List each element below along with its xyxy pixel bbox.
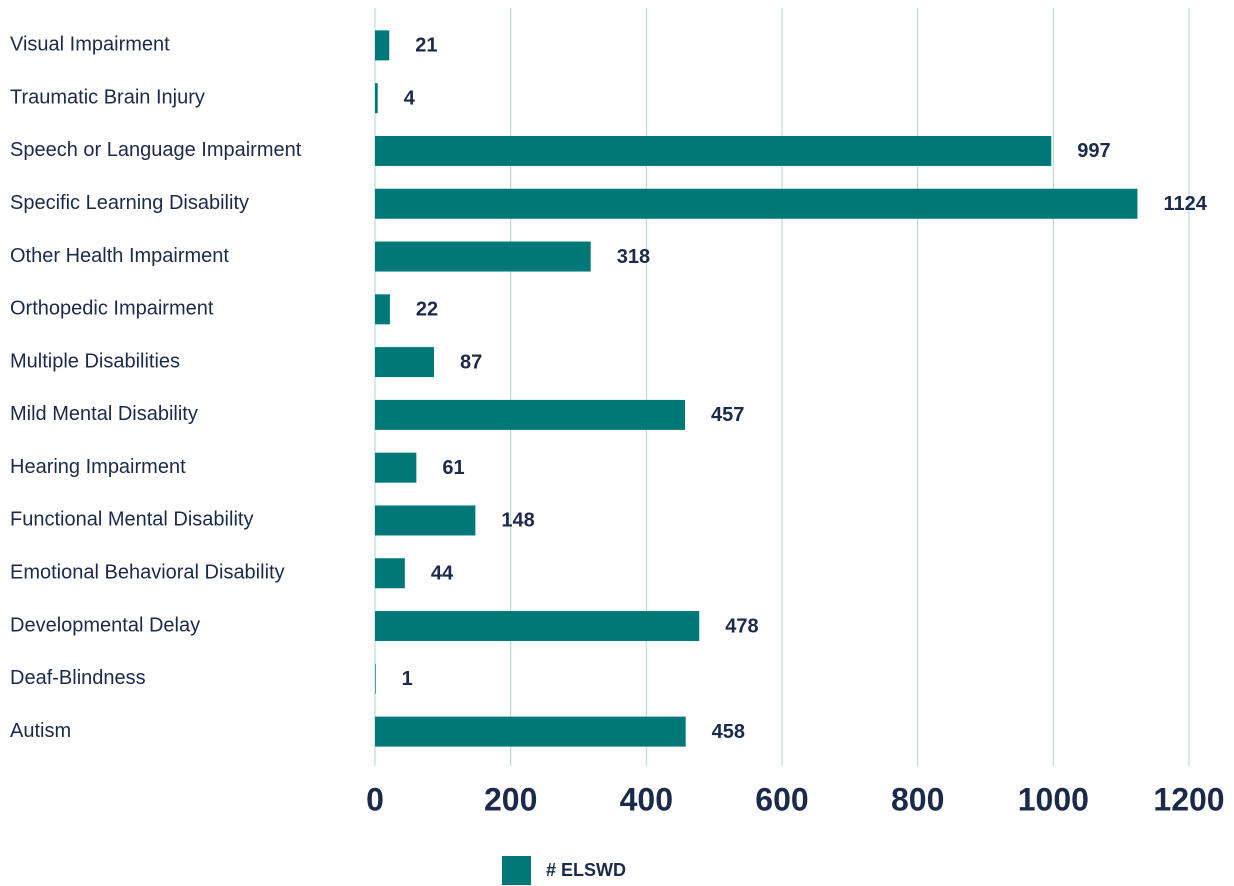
x-tick-label: 200	[484, 781, 537, 817]
value-label: 997	[1077, 140, 1110, 162]
bar	[375, 294, 390, 325]
value-label: 318	[617, 246, 650, 268]
value-label: 458	[712, 721, 745, 743]
bar	[375, 663, 376, 694]
value-label: 4	[404, 87, 416, 109]
y-tick-label: Orthopedic Impairment	[10, 298, 214, 320]
bar	[375, 452, 417, 483]
y-tick-label: Deaf-Blindness	[10, 667, 146, 689]
bar	[375, 399, 685, 430]
y-tick-label: Multiple Disabilities	[10, 350, 180, 372]
x-tick-label: 0	[366, 781, 384, 817]
bar	[375, 241, 591, 272]
x-tick-label: 400	[620, 781, 673, 817]
bar	[375, 347, 435, 378]
value-label: 21	[415, 35, 437, 57]
x-tick-label: 600	[755, 781, 808, 817]
bar	[375, 188, 1138, 219]
value-label: 1124	[1163, 193, 1207, 215]
y-tick-label: Visual Impairment	[10, 34, 170, 56]
value-label: 478	[725, 615, 758, 637]
y-tick-label: Autism	[10, 720, 71, 742]
value-label: 457	[711, 404, 744, 426]
y-tick-label: Speech or Language Impairment	[10, 139, 302, 161]
bar	[375, 611, 700, 642]
value-label: 44	[431, 563, 454, 585]
value-label: 1	[402, 668, 413, 690]
x-tick-label: 800	[891, 781, 944, 817]
bar	[375, 135, 1052, 166]
bar	[375, 505, 476, 536]
y-tick-label: Mild Mental Disability	[10, 403, 198, 425]
bar	[375, 558, 405, 589]
legend-label: # ELSWD	[546, 860, 626, 880]
y-tick-label: Developmental Delay	[10, 614, 200, 636]
x-tick-label: 1000	[1018, 781, 1089, 817]
value-label: 87	[460, 351, 482, 373]
value-label: 22	[416, 299, 438, 321]
bar	[375, 30, 390, 61]
x-tick-label: 1200	[1153, 781, 1224, 817]
value-label: 148	[501, 510, 534, 532]
y-tick-label: Traumatic Brain Injury	[10, 86, 205, 108]
value-label: 61	[442, 457, 464, 479]
bar	[375, 83, 378, 114]
y-tick-label: Emotional Behavioral Disability	[10, 562, 285, 584]
legend-swatch	[502, 856, 531, 885]
y-tick-label: Other Health Impairment	[10, 245, 229, 267]
y-tick-label: Specific Learning Disability	[10, 192, 249, 214]
bar	[375, 716, 686, 747]
y-tick-label: Functional Mental Disability	[10, 509, 253, 531]
y-tick-label: Hearing Impairment	[10, 456, 186, 478]
